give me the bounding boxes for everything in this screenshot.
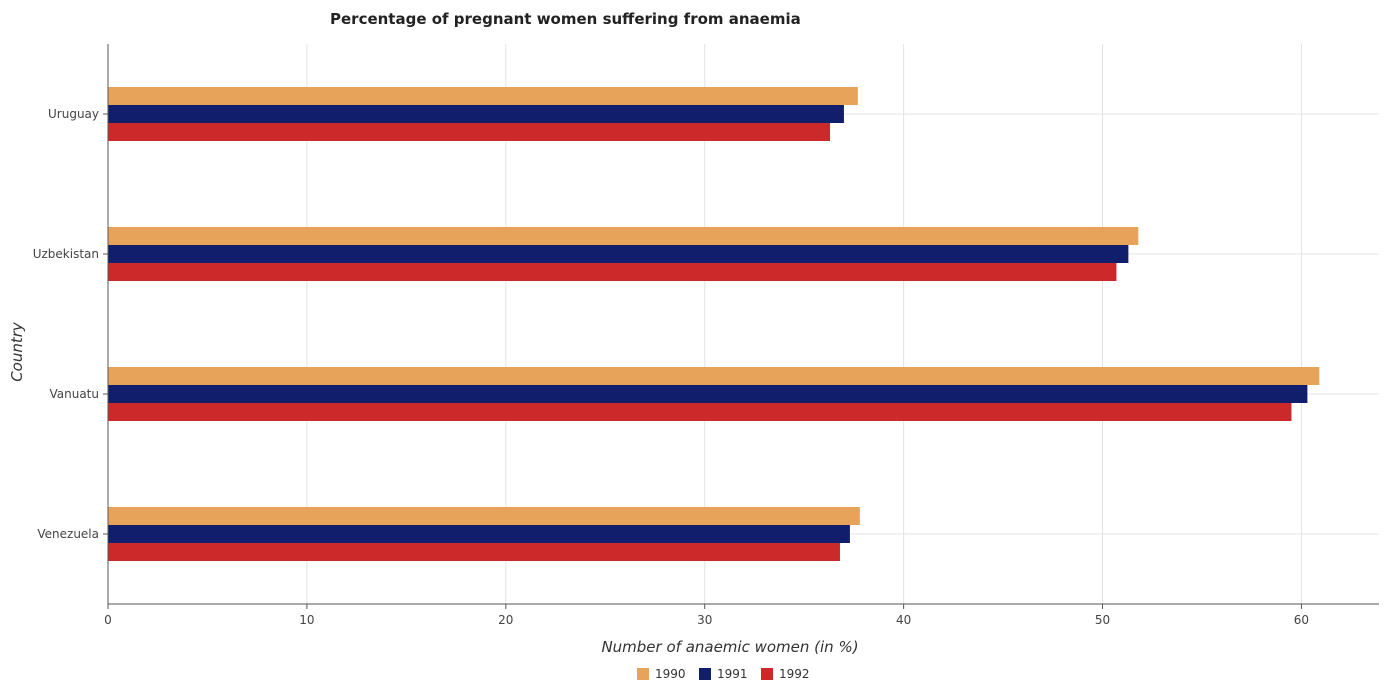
bar-uruguay-1992	[108, 123, 831, 141]
bar-uruguay-1991	[108, 105, 844, 123]
x-tick-label: 60	[1294, 613, 1309, 627]
bar-uzbekistan-1990	[108, 227, 1139, 245]
bar-uzbekistan-1992	[108, 263, 1117, 281]
bar-vanuatu-1991	[108, 385, 1308, 403]
legend: 1990 1991 1992	[637, 667, 810, 681]
bar-vanuatu-1992	[108, 403, 1292, 421]
y-tick-label: Venezuela	[37, 527, 99, 541]
y-axis-label: Country	[8, 321, 26, 382]
x-tick-label: 10	[299, 613, 314, 627]
x-tick-label: 20	[498, 613, 513, 627]
x-tick-label: 40	[896, 613, 911, 627]
legend-label-1992: 1992	[779, 667, 810, 681]
y-tick-label: Uzbekistan	[33, 247, 99, 261]
legend-label-1990: 1990	[655, 667, 686, 681]
legend-swatch-1991	[699, 668, 711, 680]
chart-title: Percentage of pregnant women suffering f…	[330, 10, 801, 28]
bar-uzbekistan-1991	[108, 245, 1129, 263]
bar-venezuela-1992	[108, 543, 840, 561]
bar-venezuela-1991	[108, 525, 850, 543]
legend-label-1991: 1991	[717, 667, 748, 681]
x-tick-label: 50	[1095, 613, 1110, 627]
legend-swatch-1992	[761, 668, 773, 680]
bar-uruguay-1990	[108, 87, 858, 105]
bars	[108, 87, 1320, 561]
bar-venezuela-1990	[108, 507, 860, 525]
axes: 0 10 20 30 40 50 60 Uruguay Uzbekistan Vanuatu Ven…	[33, 44, 1379, 627]
y-tick-label: Uruguay	[48, 107, 99, 121]
legend-swatch-1990	[637, 668, 649, 680]
x-tick-label: 30	[697, 613, 712, 627]
y-tick-label: Vanuatu	[49, 387, 99, 401]
bar-vanuatu-1990	[108, 367, 1320, 385]
x-tick-label: 0	[104, 613, 112, 627]
x-axis-label: Number of anaemic women (in %)	[601, 638, 858, 656]
